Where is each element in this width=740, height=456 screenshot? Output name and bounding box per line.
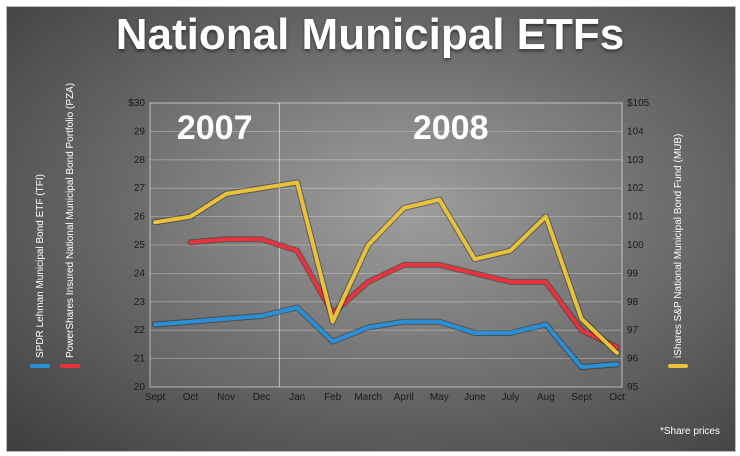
left-axis-tick-label: 24 xyxy=(134,268,146,279)
left-axis-tick-label: 26 xyxy=(134,212,146,223)
x-axis-tick-label: Sept xyxy=(571,392,592,403)
chart-title: National Municipal ETFs xyxy=(115,10,625,59)
right-axis-tick-label: 95 xyxy=(627,382,639,393)
chart-background xyxy=(6,6,736,452)
share-prices-note: *Share prices xyxy=(660,426,720,437)
left-axis-tick-label: 22 xyxy=(134,325,146,336)
series-line-0 xyxy=(153,305,619,370)
left-axis-tick-label: 27 xyxy=(134,183,146,194)
x-axis-tick-label: April xyxy=(394,392,414,403)
series-line-1 xyxy=(188,237,619,350)
year-label-2007: 2007 xyxy=(177,109,253,147)
legend-tfi-label: SPDR Lehman Municipal Bond ETF (TFI) xyxy=(35,174,46,358)
right-axis-tick-label: 104 xyxy=(627,126,644,137)
left-axis-tick-label: 23 xyxy=(134,297,146,308)
left-axis-tick-label: 29 xyxy=(134,126,146,137)
left-axis-tick-label: 21 xyxy=(134,354,146,365)
plot-area: 20 21 22 23 24 25 26 27 28 29 $30 95 96 97 98 99 100 101 1… xyxy=(30,83,720,437)
x-axis-tick-label: Nov xyxy=(217,392,235,403)
left-axis-tick-label: 25 xyxy=(134,240,146,251)
x-axis-tick-label: Jan xyxy=(289,392,305,403)
x-axis-tick-label: Oct xyxy=(183,392,199,403)
legend-pza-label: PowerShares Insured National Municipal B… xyxy=(65,83,76,358)
x-axis-tick-label: Aug xyxy=(537,392,555,403)
right-axis-tick-label: 100 xyxy=(627,240,644,251)
plot-frame xyxy=(149,102,623,388)
left-axis-tick-label: 28 xyxy=(134,155,146,166)
x-axis-tick-label: Sept xyxy=(145,392,166,403)
right-axis-tick-label: 96 xyxy=(627,354,639,365)
x-axis-tick-label: Feb xyxy=(324,392,342,403)
right-axis-tick-label: 103 xyxy=(627,155,644,166)
right-axis-tick-label: 98 xyxy=(627,297,639,308)
year-label-2008: 2008 xyxy=(413,109,489,147)
right-axis-tick-label: 99 xyxy=(627,268,639,279)
x-axis-tick-label: Oct xyxy=(609,392,625,403)
right-axis-tick-label: $105 xyxy=(627,98,650,109)
x-axis-tick-label: July xyxy=(501,392,519,403)
x-axis-tick-label: May xyxy=(430,392,449,403)
x-axis-tick-label: Dec xyxy=(253,392,271,403)
left-axis-tick-label: 20 xyxy=(134,382,146,393)
x-axis-tick-label: March xyxy=(354,392,382,403)
left-axis-tick-label: $30 xyxy=(128,98,145,109)
legend-mub-label: iShares S&P National Municipal Bond Fund… xyxy=(673,134,684,358)
series-line-2 xyxy=(153,180,619,355)
right-axis-tick-label: 101 xyxy=(627,212,644,223)
x-axis-tick-label: June xyxy=(464,392,486,403)
right-axis-tick-label: 97 xyxy=(627,325,639,336)
right-axis-tick-label: 102 xyxy=(627,183,644,194)
